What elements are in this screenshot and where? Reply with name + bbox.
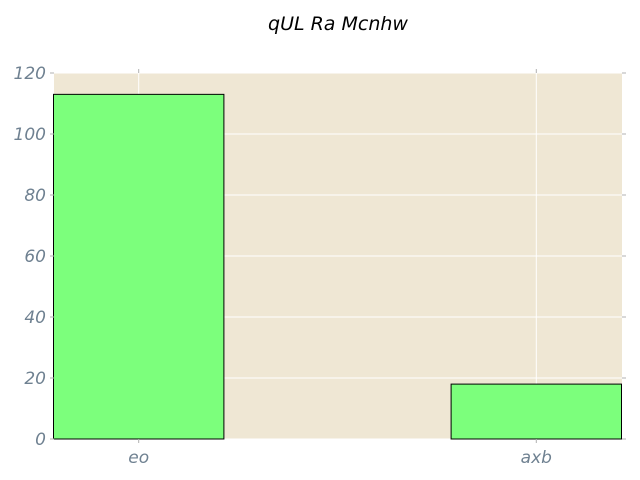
chart-title: qUL Ra Mcnhw <box>268 13 408 35</box>
x-axis-ticks: eo axb <box>128 69 552 468</box>
y-tick-label: 120 <box>14 64 46 84</box>
y-tick-label: 0 <box>35 430 46 450</box>
y-tick-label: 40 <box>24 308 46 328</box>
x-tick-label: eo <box>128 448 149 468</box>
bar-eo <box>53 93 225 440</box>
y-axis-ticks: 0 20 40 60 80 100 120 <box>14 64 626 450</box>
y-tick-label: 100 <box>14 125 46 145</box>
y-tick-label: 80 <box>24 186 46 206</box>
bar-axb <box>450 383 622 440</box>
x-tick-label: axb <box>521 448 552 468</box>
bars <box>53 93 622 440</box>
y-tick-label: 60 <box>24 247 46 267</box>
y-tick-label: 20 <box>24 369 46 389</box>
